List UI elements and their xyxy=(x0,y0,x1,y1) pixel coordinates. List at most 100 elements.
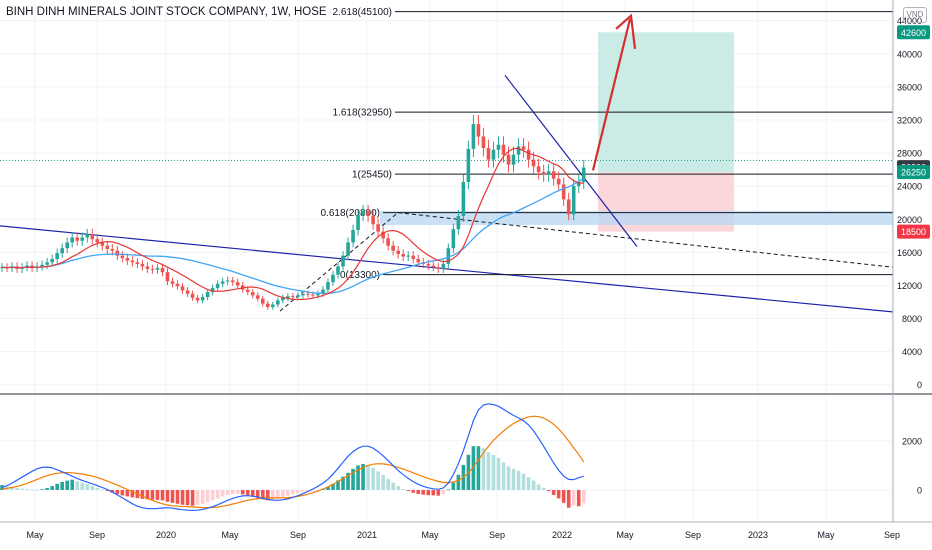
candle-body xyxy=(250,292,255,296)
price-badge-label: 26250 xyxy=(901,168,926,178)
histogram-bar xyxy=(60,481,64,490)
fib-label: 1(25450) xyxy=(352,170,392,181)
histogram-bar xyxy=(346,472,350,490)
time-tick-label: May xyxy=(421,530,439,540)
candle-body xyxy=(195,297,200,301)
histogram-bar xyxy=(326,486,330,490)
histogram-bar xyxy=(431,490,436,496)
fib-retracement: 2.618(45100) 1.618(32950) 1(25450) 0.618(20… xyxy=(321,7,893,281)
candle-body xyxy=(95,239,100,243)
price-tick-label: 44000 xyxy=(897,16,922,26)
candle-body xyxy=(215,283,220,288)
histogram-bar xyxy=(250,490,255,497)
histogram-bar xyxy=(471,446,476,490)
histogram-bar xyxy=(386,478,390,490)
histogram-bar xyxy=(195,490,200,506)
time-tick-label: 2021 xyxy=(357,530,377,540)
candle-body xyxy=(436,267,441,269)
histogram-bar xyxy=(411,490,416,493)
histogram-bar xyxy=(70,479,75,490)
fib-label: 0.618(20800) xyxy=(321,208,381,219)
candle-body xyxy=(145,266,150,269)
histogram-bar xyxy=(100,489,105,491)
candle-body xyxy=(25,265,29,268)
candle-body xyxy=(366,210,370,216)
dashed-trendline xyxy=(397,212,894,268)
candle-body xyxy=(291,296,295,298)
histogram-bar xyxy=(291,490,295,495)
time-tick-label: May xyxy=(26,530,44,540)
candle-body xyxy=(566,199,571,215)
histogram-bar xyxy=(45,488,49,490)
histogram-bar xyxy=(531,480,536,490)
candle-body xyxy=(356,215,360,231)
histogram-bar xyxy=(301,490,305,493)
candle-body xyxy=(571,186,576,215)
histogram-bar xyxy=(526,477,531,490)
histogram-bar xyxy=(65,480,69,490)
candle-body xyxy=(80,237,85,241)
candle-body xyxy=(506,154,511,165)
candle-body xyxy=(65,242,69,249)
histogram-bar xyxy=(521,473,526,490)
macd-tick-label: 0 xyxy=(917,486,922,496)
candle-body xyxy=(245,289,250,293)
candle-body xyxy=(281,297,285,301)
candle-body xyxy=(75,237,80,241)
histogram-bar xyxy=(235,490,240,494)
candle-body xyxy=(286,296,290,298)
histogram-bar xyxy=(311,490,315,491)
candle-body xyxy=(50,258,54,263)
candle-body xyxy=(551,171,556,179)
histogram-bar xyxy=(391,482,395,490)
candle-body xyxy=(276,300,280,305)
candle-body xyxy=(491,149,496,160)
candle-body xyxy=(406,255,411,257)
price-badge xyxy=(897,224,930,239)
histogram-bar xyxy=(456,474,461,490)
candle-body xyxy=(115,250,120,256)
histogram-bar xyxy=(336,480,340,490)
arrow-shaft xyxy=(591,18,632,171)
histogram-bar xyxy=(496,458,501,490)
candle-body xyxy=(180,286,185,291)
candle-body xyxy=(120,255,125,259)
candle-body xyxy=(110,249,115,251)
candle-body xyxy=(476,124,481,137)
histogram-bar xyxy=(576,490,581,507)
candle-body xyxy=(336,266,340,275)
candle-body xyxy=(326,282,330,290)
candle-body xyxy=(135,262,140,264)
histogram-bar xyxy=(140,490,145,499)
candle-body xyxy=(306,293,310,295)
histogram-bar xyxy=(205,490,210,503)
trendlines xyxy=(0,74,894,313)
histogram-bar xyxy=(125,490,130,497)
fib-label: 0(13300) xyxy=(340,270,380,281)
price-tick-label: 36000 xyxy=(897,82,922,92)
arrow-head xyxy=(615,13,637,49)
histogram-bar xyxy=(55,483,59,490)
macd-tick-label: 2000 xyxy=(902,436,922,446)
price-tick-label: 20000 xyxy=(897,215,922,225)
candle-body xyxy=(70,237,75,243)
ma-fast-line xyxy=(1,147,584,301)
candle-body xyxy=(296,295,300,298)
histogram-bar xyxy=(115,490,120,495)
histogram-bar xyxy=(491,455,496,490)
price-tick-label: 12000 xyxy=(897,281,922,291)
histogram-bar xyxy=(25,489,29,490)
candle-body xyxy=(466,148,471,183)
histogram-bar xyxy=(271,490,275,500)
candle-body xyxy=(185,290,190,294)
time-tick-label: Sep xyxy=(489,530,505,540)
candle-body xyxy=(160,268,165,273)
currency-badge[interactable]: VND xyxy=(903,7,927,23)
histogram-bar xyxy=(296,490,300,494)
candle-body xyxy=(225,280,230,282)
time-tick-label: May xyxy=(616,530,634,540)
time-tick-label: May xyxy=(221,530,239,540)
candle-body xyxy=(401,254,405,257)
